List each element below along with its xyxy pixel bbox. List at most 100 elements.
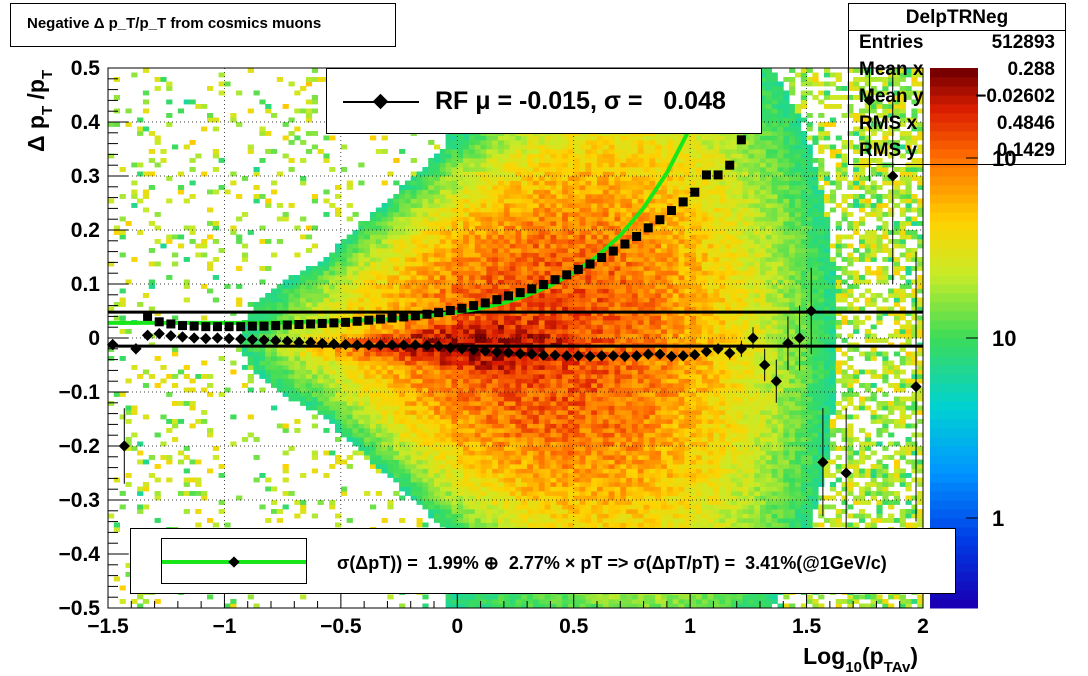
- heatmap-cell: [375, 437, 382, 442]
- heatmap-cell: [387, 387, 394, 393]
- heatmap-cell: [410, 185, 417, 190]
- heatmap-cell: [544, 302, 551, 307]
- heatmap-cell: [515, 396, 522, 402]
- heatmap-cell: [253, 171, 260, 177]
- heatmap-cell: [515, 306, 522, 312]
- heatmap-cell: [305, 297, 313, 303]
- heatmap-cell: [562, 369, 569, 375]
- heatmap-cell: [509, 153, 516, 159]
- heatmap-cell: [492, 428, 499, 433]
- heatmap-cell: [567, 198, 575, 204]
- heatmap-cell: [154, 491, 161, 496]
- heatmap-cell: [399, 369, 406, 375]
- heatmap-cell: [125, 410, 132, 415]
- heatmap-cell: [381, 383, 388, 388]
- heatmap-cell: [515, 477, 522, 483]
- heatmap-cell: [265, 351, 272, 357]
- heatmap-cell: [352, 239, 359, 244]
- heatmap-cell: [515, 225, 522, 231]
- heatmap-cell: [381, 437, 388, 442]
- heatmap-cell: [527, 158, 534, 163]
- heatmap-cell: [265, 239, 272, 244]
- heatmap-cell: [358, 180, 365, 186]
- heatmap-cell: [521, 257, 528, 262]
- heatmap-cell: [503, 243, 511, 249]
- heatmap-cell: [404, 198, 412, 204]
- heatmap-cell: [474, 203, 481, 208]
- heatmap-cell: [492, 509, 499, 514]
- heatmap-cell: [515, 378, 522, 384]
- heatmap-cell: [538, 509, 545, 514]
- heatmap-cell: [300, 392, 307, 397]
- heatmap-cell: [358, 387, 365, 393]
- heatmap-cell: [259, 374, 266, 379]
- heatmap-cell: [346, 419, 353, 424]
- heatmap-cell: [346, 423, 353, 429]
- heatmap-cell: [375, 374, 382, 379]
- heatmap-cell: [527, 374, 534, 379]
- heatmap-cell: [393, 446, 400, 451]
- heatmap-cell: [399, 396, 406, 402]
- heatmap-cell: [474, 230, 481, 235]
- heatmap-cell: [207, 383, 214, 388]
- heatmap-cell: [439, 365, 446, 370]
- heatmap-cell: [148, 374, 155, 379]
- heatmap-cell: [300, 216, 307, 222]
- heatmap-cell: [428, 509, 435, 514]
- heatmap-cell: [399, 437, 406, 442]
- heatmap-cell: [294, 396, 301, 402]
- heatmap-cell: [404, 320, 412, 325]
- heatmap-cell: [474, 477, 481, 483]
- heatmap-cell: [422, 419, 429, 424]
- heatmap-cell: [544, 248, 551, 253]
- heatmap-cell: [393, 464, 400, 469]
- heatmap-cell: [142, 486, 150, 492]
- heatmap-cell: [183, 365, 190, 370]
- heatmap-cell: [428, 423, 435, 429]
- heatmap-cell: [364, 437, 371, 442]
- heatmap-cell: [241, 351, 249, 357]
- heatmap-cell: [422, 410, 429, 415]
- heatmap-cell: [125, 405, 132, 411]
- heatmap-cell: [474, 486, 481, 492]
- heatmap-cell: [352, 423, 359, 429]
- heatmap-cell: [399, 351, 406, 357]
- heatmap-cell: [521, 324, 528, 330]
- heatmap-cell: [445, 401, 452, 406]
- heatmap-cell: [457, 284, 464, 289]
- heatmap-cell: [352, 324, 359, 330]
- heatmap-cell: [492, 365, 499, 370]
- heatmap-cell: [323, 270, 330, 276]
- heatmap-cell: [230, 360, 237, 366]
- heatmap-cell: [550, 477, 557, 483]
- heatmap-cell: [562, 320, 569, 325]
- heatmap-cell: [550, 522, 557, 528]
- heatmap-cell: [515, 455, 522, 460]
- heatmap-cell: [474, 410, 481, 415]
- heatmap-cell: [527, 185, 534, 190]
- heatmap-cell: [381, 248, 388, 253]
- heatmap-cell: [323, 338, 330, 343]
- heatmap-cell: [393, 297, 400, 303]
- heatmap-cell: [562, 464, 569, 469]
- heatmap-cell: [218, 72, 225, 78]
- heatmap-cell: [492, 243, 499, 249]
- heatmap-cell: [393, 473, 400, 478]
- heatmap-cell: [381, 459, 388, 465]
- heatmap-cell: [451, 509, 458, 514]
- heatmap-cell: [550, 401, 557, 406]
- heatmap-cell: [399, 216, 406, 222]
- heatmap-cell: [370, 329, 377, 334]
- heatmap-cell: [422, 437, 429, 442]
- heatmap-cell: [562, 491, 569, 496]
- heatmap-cell: [387, 216, 394, 222]
- heatmap-cell: [177, 171, 185, 177]
- heatmap-cell: [503, 275, 511, 280]
- heatmap-cell: [253, 347, 260, 352]
- heatmap-cell: [247, 144, 254, 150]
- heatmap-cell: [509, 230, 516, 235]
- heatmap-cell: [399, 414, 406, 420]
- heatmap-cell: [556, 405, 563, 411]
- heatmap-cell: [463, 153, 470, 159]
- heatmap-cell: [404, 284, 412, 289]
